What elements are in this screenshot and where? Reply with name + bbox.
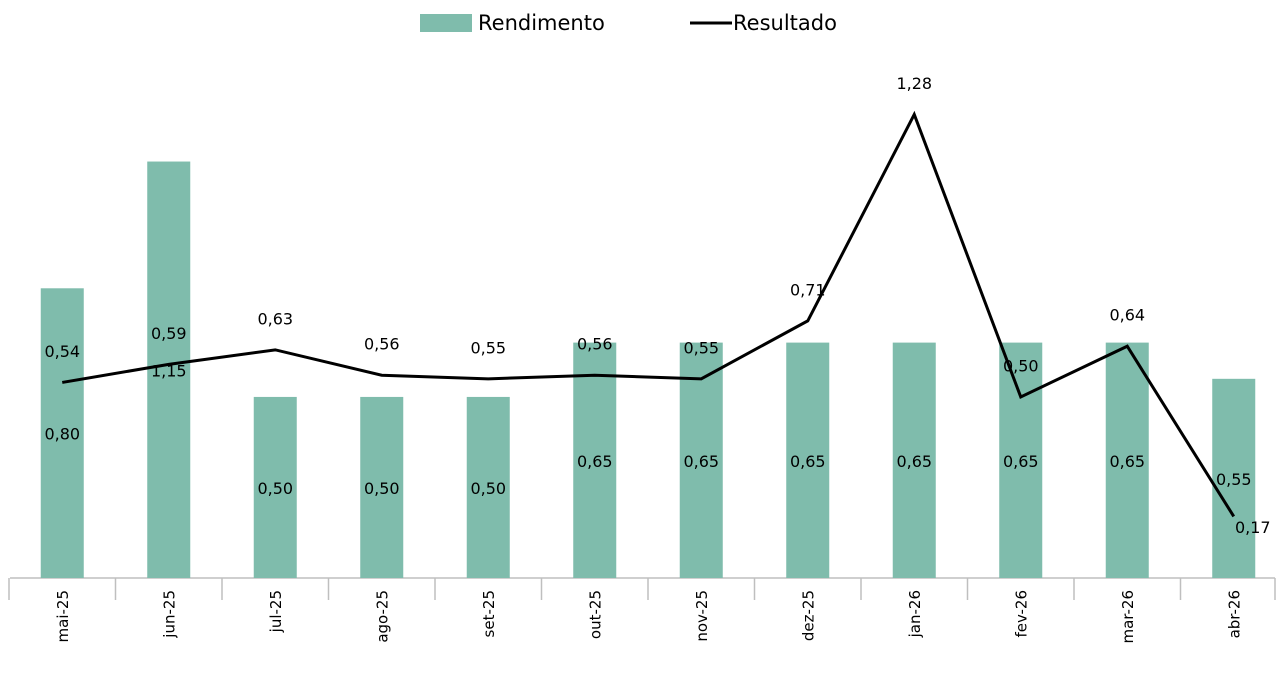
data-label: 0,55 <box>470 338 506 357</box>
x-tick-label: jul-25 <box>267 590 285 633</box>
data-label: 0,71 <box>790 280 826 299</box>
data-label: 0,63 <box>257 309 293 328</box>
data-label: 0,65 <box>896 452 932 471</box>
data-label: 1,28 <box>896 74 932 93</box>
data-label: 0,50 <box>470 479 506 498</box>
x-tick-label: dez-25 <box>799 590 817 641</box>
bar <box>786 342 830 578</box>
x-tick-label: nov-25 <box>693 590 711 642</box>
data-label: 0,65 <box>1109 452 1145 471</box>
bar <box>1105 342 1149 578</box>
bar <box>40 288 84 578</box>
data-label: 0,64 <box>1109 306 1145 325</box>
data-label: 0,80 <box>44 425 80 444</box>
bar <box>573 342 617 578</box>
bar <box>892 342 936 578</box>
data-label: 1,15 <box>151 361 187 380</box>
legend-label: Resultado <box>733 11 837 35</box>
x-tick-label: jan-26 <box>906 590 924 638</box>
data-label: 0,65 <box>1003 452 1039 471</box>
x-tick-label: mai-25 <box>54 590 72 642</box>
data-label: 0,55 <box>1216 470 1252 489</box>
bar <box>147 161 191 579</box>
bar <box>466 396 510 578</box>
bar <box>679 342 723 578</box>
x-tick-label: ago-25 <box>373 590 391 643</box>
data-label: 0,59 <box>151 324 187 343</box>
x-tick-label: abr-26 <box>1225 590 1243 638</box>
x-tick-label: mar-26 <box>1119 590 1137 644</box>
data-label: 0,65 <box>683 452 719 471</box>
bar <box>999 342 1043 578</box>
data-label: 0,50 <box>257 479 293 498</box>
bar <box>1212 378 1256 578</box>
x-tick-label: fev-26 <box>1012 590 1030 637</box>
data-label: 0,50 <box>1003 356 1039 375</box>
legend-swatch <box>420 14 472 32</box>
data-label: 0,56 <box>364 335 400 354</box>
data-label: 0,50 <box>364 479 400 498</box>
x-tick-label: jun-25 <box>160 590 178 639</box>
data-label: 0,54 <box>44 342 80 361</box>
bar <box>253 396 297 578</box>
legend-label: Rendimento <box>478 11 605 35</box>
data-label: 0,17 <box>1235 518 1271 537</box>
data-label: 0,65 <box>790 452 826 471</box>
x-tick-label: out-25 <box>586 590 604 639</box>
line <box>61 110 1236 518</box>
bar <box>360 396 404 578</box>
x-tick-label: set-25 <box>480 590 498 637</box>
data-label: 0,65 <box>577 452 613 471</box>
data-label: 0,56 <box>577 335 613 354</box>
data-label: 0,55 <box>683 338 719 357</box>
